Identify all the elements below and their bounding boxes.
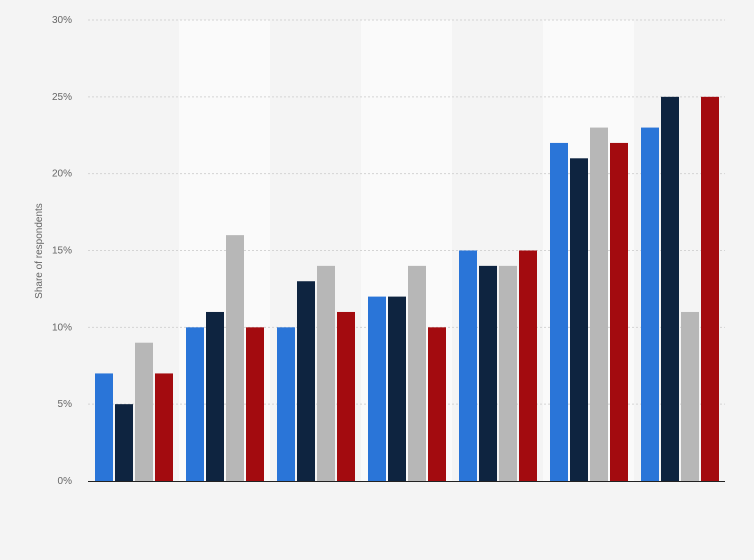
bar — [95, 373, 113, 481]
bar — [317, 265, 335, 481]
bar — [246, 327, 264, 481]
y-tick-label: 5% — [58, 399, 73, 410]
bar — [590, 127, 608, 482]
bar — [115, 404, 133, 481]
bar — [388, 296, 406, 481]
bars — [95, 96, 719, 482]
y-tick-label: 0% — [58, 476, 73, 487]
bar — [550, 142, 568, 481]
bar — [368, 296, 386, 481]
bar — [661, 96, 679, 481]
bar — [226, 235, 244, 481]
bar — [499, 265, 517, 481]
bar — [297, 281, 315, 481]
bar — [135, 342, 153, 481]
y-tick-label: 25% — [52, 92, 72, 103]
bar — [337, 311, 355, 481]
bar — [610, 142, 628, 481]
y-tick-label: 20% — [52, 169, 72, 180]
bar — [681, 311, 699, 481]
y-tick-label: 15% — [52, 246, 72, 257]
bar — [408, 265, 426, 481]
y-tick-label: 10% — [52, 322, 72, 333]
y-axis-title: Share of respondents — [34, 203, 45, 299]
bar — [641, 127, 659, 482]
bar — [206, 311, 224, 481]
bar — [186, 327, 204, 481]
bar — [519, 250, 537, 481]
bar — [155, 373, 173, 481]
bar — [459, 250, 477, 481]
bar — [479, 265, 497, 481]
bar — [428, 327, 446, 481]
y-tick-label: 30% — [52, 15, 72, 26]
bar — [277, 327, 295, 481]
y-axis-ticks: 0% 5% 10% 15% 20% 25% 30% — [52, 15, 72, 487]
bar — [570, 158, 588, 482]
bar — [701, 96, 719, 481]
